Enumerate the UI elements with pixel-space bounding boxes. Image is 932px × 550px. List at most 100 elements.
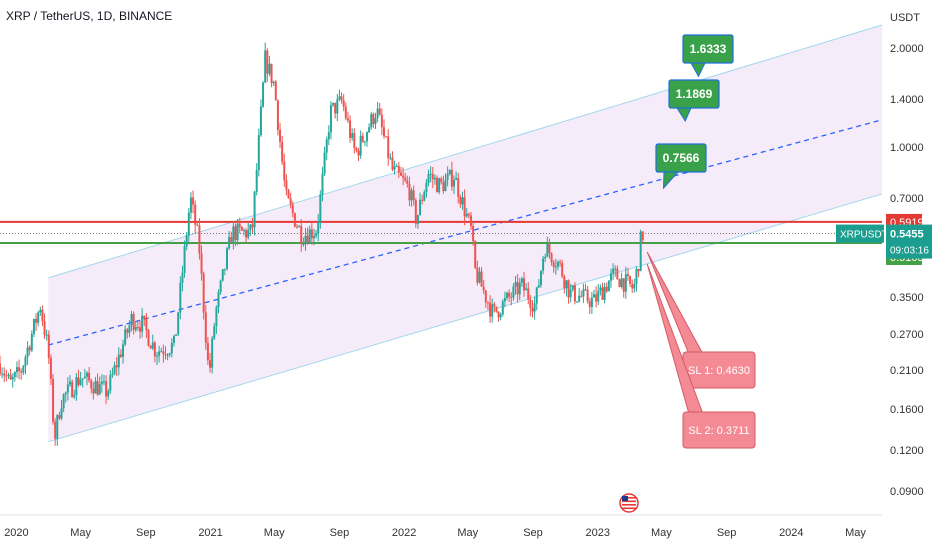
candle-body bbox=[60, 408, 63, 419]
target-label-1[interactable]: 0.7566 bbox=[655, 143, 707, 190]
candle-body bbox=[349, 120, 352, 139]
y-tick-label: 2.0000 bbox=[890, 43, 924, 55]
candle-body bbox=[584, 289, 587, 291]
candle-body bbox=[225, 248, 228, 269]
candle bbox=[266, 48, 269, 83]
candle-body bbox=[412, 190, 415, 201]
candle-body bbox=[474, 241, 477, 268]
candle-body bbox=[482, 286, 485, 291]
candle bbox=[3, 367, 6, 383]
candle bbox=[438, 177, 441, 195]
candle-body bbox=[442, 182, 445, 192]
target-value: 1.1869 bbox=[676, 87, 713, 101]
candle bbox=[164, 346, 167, 360]
candle bbox=[37, 310, 40, 327]
candle bbox=[283, 153, 286, 187]
candle bbox=[382, 119, 385, 139]
candle bbox=[486, 301, 489, 311]
candle bbox=[497, 311, 500, 322]
candle bbox=[569, 283, 572, 303]
stop-loss-label-2[interactable]: SL 2: 0.3711 bbox=[646, 263, 756, 449]
candle-body bbox=[245, 230, 248, 238]
flag-stripe bbox=[622, 504, 636, 506]
candle-body bbox=[187, 212, 190, 236]
candle bbox=[323, 146, 326, 177]
candle bbox=[393, 160, 396, 175]
candle bbox=[506, 291, 509, 301]
candle-body bbox=[531, 308, 534, 312]
candle-body bbox=[242, 230, 245, 232]
candle bbox=[503, 291, 506, 308]
candle-body bbox=[353, 133, 356, 149]
candle bbox=[402, 167, 405, 186]
candle-body bbox=[406, 180, 409, 184]
candle-body bbox=[399, 172, 402, 176]
candle bbox=[225, 246, 228, 271]
candle bbox=[236, 218, 239, 246]
candle-body bbox=[486, 302, 489, 304]
x-tick-label: May bbox=[457, 527, 478, 539]
candle-body bbox=[446, 174, 449, 180]
target-label-3[interactable]: 1.6333 bbox=[682, 34, 734, 78]
us-flag-icon[interactable] bbox=[619, 493, 639, 513]
candle-body bbox=[514, 282, 517, 287]
current-price-value: 0.5455 bbox=[890, 229, 924, 241]
candle bbox=[472, 222, 475, 246]
candle-body bbox=[491, 304, 494, 317]
candle-body bbox=[28, 347, 31, 351]
candle-body bbox=[387, 136, 390, 158]
candle-body bbox=[43, 320, 46, 336]
candle bbox=[637, 268, 640, 277]
candle-body bbox=[588, 301, 591, 307]
candle-body bbox=[5, 375, 8, 377]
candle bbox=[450, 161, 453, 191]
candle-body bbox=[529, 299, 532, 309]
candle bbox=[109, 370, 112, 394]
candle-body bbox=[308, 229, 311, 244]
candle bbox=[200, 245, 203, 281]
candle bbox=[527, 282, 530, 305]
candle-body bbox=[535, 287, 538, 304]
candle bbox=[465, 207, 468, 218]
candle-body bbox=[164, 354, 167, 356]
currency-label: USDT bbox=[890, 12, 920, 24]
candle bbox=[368, 123, 371, 134]
candle-body bbox=[64, 392, 67, 395]
candle-body bbox=[622, 278, 625, 292]
channel-lower-line[interactable] bbox=[48, 193, 883, 443]
candle-body bbox=[463, 197, 466, 217]
candle bbox=[512, 283, 515, 301]
candle-body bbox=[113, 365, 116, 374]
candle bbox=[158, 345, 161, 363]
candle bbox=[296, 223, 299, 229]
target-label-2[interactable]: 1.1869 bbox=[668, 79, 720, 123]
candle-body bbox=[15, 367, 18, 373]
x-tick-label: May bbox=[264, 527, 285, 539]
candle bbox=[304, 228, 307, 251]
current-price-bg bbox=[886, 224, 932, 259]
candle bbox=[531, 300, 534, 318]
chart-title: XRP / TetherUS, 1D, BINANCE bbox=[6, 9, 173, 23]
flag-canton bbox=[622, 496, 628, 501]
candle-body bbox=[115, 365, 118, 368]
flag-stripe bbox=[622, 500, 636, 503]
candle-body bbox=[262, 82, 265, 107]
candle bbox=[533, 296, 536, 320]
candle bbox=[11, 373, 14, 388]
candle-body bbox=[573, 285, 576, 302]
candle-body bbox=[433, 177, 436, 180]
candle bbox=[571, 284, 574, 292]
candle-body bbox=[117, 354, 120, 368]
stop-loss-label-1[interactable]: SL 1: 0.4630 bbox=[646, 251, 756, 389]
candle-body bbox=[374, 117, 377, 125]
x-tick-label: 2024 bbox=[779, 527, 803, 539]
candle bbox=[559, 259, 562, 267]
x-tick-label: 2022 bbox=[392, 527, 416, 539]
candle-body bbox=[539, 270, 542, 286]
candle bbox=[155, 351, 158, 366]
candle-body bbox=[542, 258, 545, 271]
candle bbox=[209, 352, 212, 373]
candle-body bbox=[194, 204, 197, 225]
candle bbox=[525, 283, 528, 291]
